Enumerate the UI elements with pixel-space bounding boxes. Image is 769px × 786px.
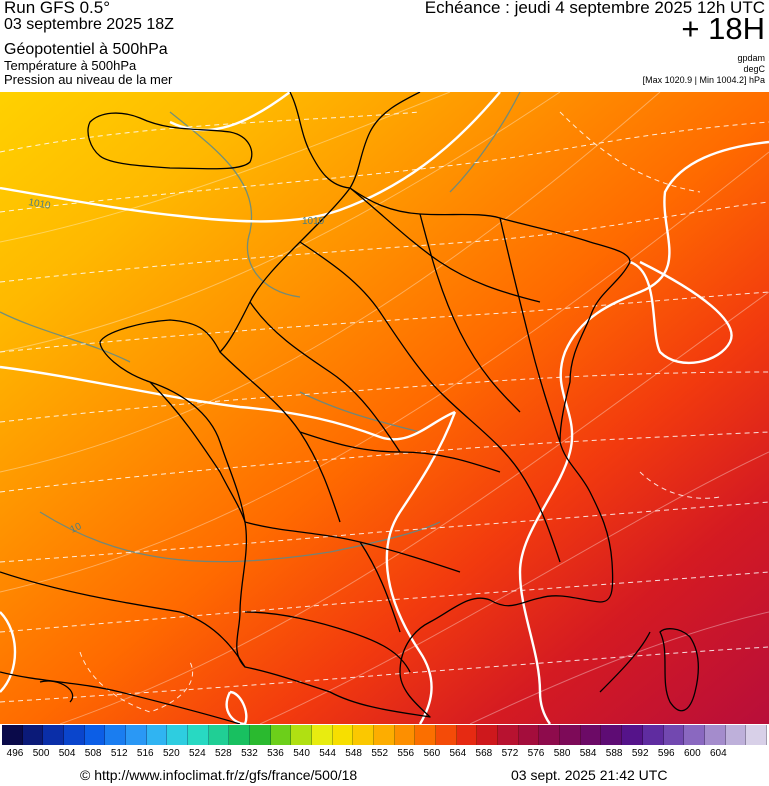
- forecast-offset: + 18H: [681, 11, 765, 46]
- unit-gpdam: gpdam: [737, 53, 765, 63]
- colorbar-tick-label: 528: [215, 748, 232, 759]
- colorbar-tick-label: 560: [423, 748, 441, 759]
- colorbar-swatch: [704, 725, 726, 745]
- colorbar-swatch: [332, 725, 354, 745]
- colorbar-swatch: [498, 725, 519, 745]
- colorbar-tick-label: 524: [189, 748, 206, 759]
- isobar-label: 10: [69, 521, 84, 536]
- weather-map: 1010 1010 10: [0, 92, 769, 724]
- colorbar-swatch: [270, 725, 292, 745]
- colorbar-swatch: [208, 725, 230, 745]
- run-date: 03 septembre 2025 18Z: [4, 16, 174, 33]
- colorbar-swatch: [167, 725, 189, 745]
- colorbar-tick-label: 564: [449, 748, 467, 759]
- colorbar-tick-label: 588: [605, 748, 623, 759]
- colorbar-tick-label: 548: [345, 748, 362, 759]
- colorbar-swatch: [126, 725, 147, 745]
- colorbar-swatch: [622, 725, 643, 745]
- isobar-label: 1010: [302, 216, 325, 227]
- colorbar-swatch: [353, 725, 375, 745]
- param-geopotential: Géopotentiel à 500hPa: [4, 41, 168, 58]
- colorbar-swatch: [725, 725, 747, 745]
- colorbar-tick-label: 600: [683, 748, 701, 759]
- unit-degc: degC: [743, 64, 765, 74]
- colorbar-swatch: [2, 725, 23, 745]
- colorbar-swatch: [456, 725, 478, 745]
- colorbar-tick-label: 508: [84, 748, 102, 759]
- colorbar-tick-label: 576: [527, 748, 545, 759]
- colorbar-swatch: [146, 725, 168, 745]
- colorbar-tick-label: 540: [293, 748, 310, 759]
- colorbar-swatch: [312, 725, 333, 745]
- forecast-time: Echéance : jeudi 4 septembre 2025 12h UT…: [424, 0, 765, 17]
- param-temperature: Température à 500hPa: [4, 58, 137, 73]
- geopotential-field: [0, 92, 769, 724]
- colorbar-tick-label: 504: [58, 748, 76, 759]
- colorbar-swatch: [188, 725, 209, 745]
- colorbar-swatch: [22, 725, 44, 745]
- colorbar-swatch: [84, 725, 106, 745]
- colorbar-swatch: [663, 725, 685, 745]
- sea-level-pressure-isobars: [0, 92, 521, 563]
- colorbar-swatch: [291, 725, 313, 745]
- colorbar-tick-label: 568: [475, 748, 493, 759]
- colorbar: [2, 725, 767, 745]
- colorbar-swatch: [394, 725, 416, 745]
- colorbar-tick-label: 552: [371, 748, 389, 759]
- colorbar-swatch: [436, 725, 457, 745]
- coastlines-and-borders: [0, 92, 699, 724]
- colorbar-swatch: [580, 725, 602, 745]
- colorbar-swatch: [642, 725, 664, 745]
- run-title: Run GFS 0.5°: [4, 0, 111, 17]
- colorbar-tick-label: 520: [162, 748, 180, 759]
- geopotential-contours: [0, 92, 769, 724]
- colorbar-tick-label: 512: [110, 748, 128, 759]
- geopotential-bands: [0, 92, 769, 724]
- colorbar-swatch: [250, 725, 271, 745]
- isobar-label: 1010: [27, 197, 51, 212]
- colorbar-tick-label: 580: [553, 748, 571, 759]
- colorbar-swatch: [560, 725, 581, 745]
- colorbar-tick-label: 516: [136, 748, 154, 759]
- generation-timestamp: 03 sept. 2025 21:42 UTC: [511, 767, 668, 783]
- colorbar-tick-label: 544: [319, 748, 336, 759]
- colorbar-swatch: [229, 725, 251, 745]
- colorbar-tick-label: 596: [657, 748, 675, 759]
- param-pressure: Pression au niveau de la mer: [4, 72, 173, 87]
- isobar-labels: 1010 1010 10: [27, 197, 324, 536]
- colorbar-swatch: [415, 725, 437, 745]
- colorbar-tick-label: 536: [267, 748, 284, 759]
- colorbar-swatch: [518, 725, 540, 745]
- colorbar-tick-label: 584: [579, 748, 597, 759]
- colorbar-swatch: [601, 725, 623, 745]
- colorbar-labels: 496 500 504 508 512 516 520 524 528 532 536 540 544 5…: [2, 748, 767, 762]
- colorbar-swatch: [105, 725, 127, 745]
- colorbar-tick-label: 556: [397, 748, 415, 759]
- colorbar-swatch: [684, 725, 705, 745]
- colorbar-tick-label: 500: [32, 748, 50, 759]
- colorbar-tick-label: 572: [501, 748, 519, 759]
- temperature-isotherms: [0, 111, 769, 713]
- colorbar-swatch: [477, 725, 499, 745]
- pressure-minmax: [Max 1020.9 | Min 1004.2] hPa: [642, 75, 765, 85]
- colorbar-swatch: [374, 725, 395, 745]
- colorbar-swatch: [43, 725, 65, 745]
- colorbar-tick-label: 496: [6, 748, 24, 759]
- colorbar-tick-label: 592: [631, 748, 649, 759]
- colorbar-tick-label: 532: [241, 748, 258, 759]
- colorbar-swatch: [746, 725, 767, 745]
- colorbar-tick-label: 604: [710, 748, 727, 759]
- colorbar-swatch: [539, 725, 561, 745]
- source-url[interactable]: © http://www.infoclimat.fr/z/gfs/france/…: [80, 767, 358, 783]
- colorbar-swatch: [64, 725, 85, 745]
